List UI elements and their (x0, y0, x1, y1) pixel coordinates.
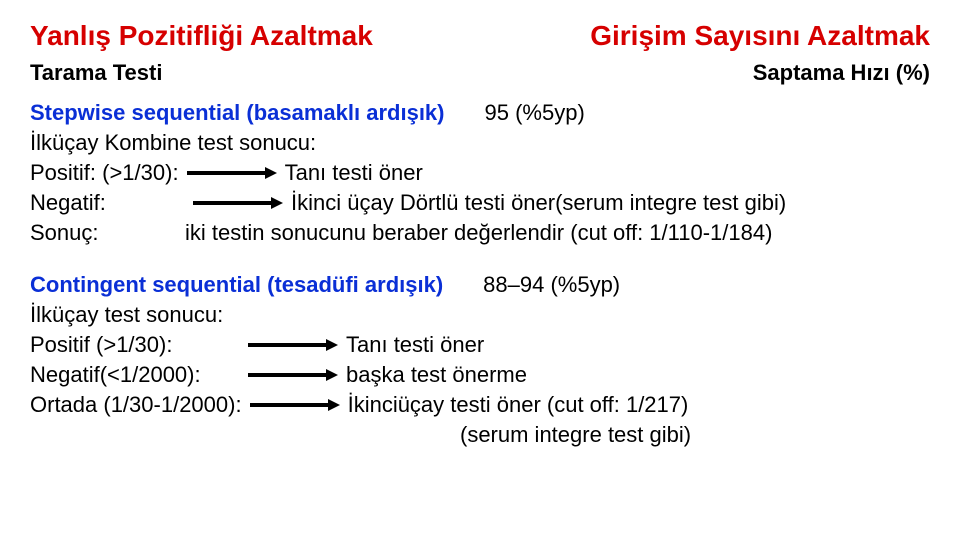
section2-pct: 88–94 (%5yp) (483, 272, 620, 298)
arrow-icon (250, 392, 340, 418)
section1-line1: İlküçay Kombine test sonucu: (30, 130, 930, 156)
arrow-icon (187, 160, 277, 186)
s2-row2-after: başka test önerme (346, 362, 527, 388)
section2-title: Contingent sequential (tesadüfi ardışık) (30, 272, 443, 298)
arrow-icon (193, 190, 283, 216)
header-left: Yanlış Pozitifliği Azaltmak (30, 20, 373, 52)
header-right: Girişim Sayısını Azaltmak (590, 20, 930, 52)
arrow-icon (248, 332, 338, 358)
s2-row4: (serum integre test gibi) (460, 422, 930, 448)
subheader-right: Saptama Hızı (%) (753, 60, 930, 86)
s1-row3-after: iki testin sonucunu beraber değerlendir … (185, 220, 772, 246)
s2-row1-label: Positif (>1/30): (30, 332, 240, 358)
subheader-left: Tarama Testi (30, 60, 162, 86)
section2-line1: İlküçay test sonucu: (30, 302, 930, 328)
s1-row1-label: Positif: (>1/30): (30, 160, 179, 186)
s1-row2-after: İkinci üçay Dörtlü testi öner(serum inte… (291, 190, 786, 216)
s2-row2-label: Negatif(<1/2000): (30, 362, 240, 388)
s2-row3-after: İkinciüçay testi öner (cut off: 1/217) (348, 392, 689, 418)
s1-row1-after: Tanı testi öner (285, 160, 423, 186)
s1-row2-label: Negatif: (30, 190, 185, 216)
s1-row3-label: Sonuç: (30, 220, 185, 246)
s2-row3-label: Ortada (1/30-1/2000): (30, 392, 242, 418)
section1-title: Stepwise sequential (basamaklı ardışık) (30, 100, 445, 126)
section1-pct: 95 (%5yp) (485, 100, 585, 126)
arrow-icon (248, 362, 338, 388)
s2-row1-after: Tanı testi öner (346, 332, 484, 358)
